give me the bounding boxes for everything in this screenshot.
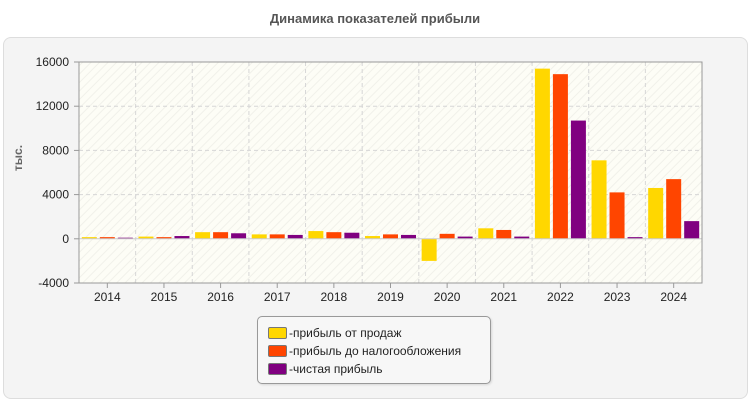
- x-tick-label: 2014: [94, 290, 121, 304]
- x-tick-label: 2019: [377, 290, 404, 304]
- y-tick-label: 16000: [36, 55, 70, 69]
- bar: [496, 229, 512, 239]
- bar: [552, 74, 568, 239]
- bar: [421, 238, 437, 261]
- y-tick-label: 12000: [36, 99, 70, 113]
- legend-dash: -: [289, 362, 293, 376]
- y-tick-label: 4000: [42, 188, 69, 202]
- x-tick-label: 2024: [660, 290, 687, 304]
- bar: [401, 234, 416, 239]
- bar: [457, 236, 473, 239]
- bar: [156, 237, 172, 239]
- bar: [609, 192, 625, 239]
- legend-swatch: [268, 363, 287, 375]
- bar: [213, 232, 229, 239]
- legend-swatch: [268, 345, 287, 357]
- bar: [231, 233, 247, 239]
- legend-label: прибыль до налогообложения: [293, 344, 462, 358]
- bar: [117, 237, 133, 239]
- x-axis: 2014 2015 2016 2017 2018 2019 2020 2021 2022 2023…: [94, 283, 687, 304]
- bar: [627, 237, 643, 239]
- legend-item: - прибыль до налогообложения: [268, 343, 461, 359]
- x-tick-label: 2016: [207, 290, 234, 304]
- bar: [684, 221, 700, 239]
- bar: [648, 187, 664, 239]
- bar: [666, 179, 682, 239]
- x-tick-label: 2015: [151, 290, 178, 304]
- legend-dash: -: [289, 326, 293, 340]
- plot-area-hatch: [79, 62, 702, 283]
- bar: [308, 231, 324, 239]
- bar: [138, 236, 154, 239]
- legend-swatch: [268, 327, 287, 339]
- x-tick-label: 2023: [604, 290, 631, 304]
- legend-label: чистая прибыль: [293, 362, 383, 376]
- bar: [99, 237, 115, 239]
- legend-label: прибыль от продаж: [293, 326, 402, 340]
- legend-item: - чистая прибыль: [268, 361, 382, 377]
- bars: [81, 68, 700, 261]
- bar: [439, 233, 455, 239]
- bar: [251, 234, 267, 239]
- y-axis-label: тыс.: [11, 145, 25, 171]
- bar: [174, 236, 190, 239]
- bar: [478, 228, 494, 239]
- y-tick-label: 8000: [42, 143, 69, 157]
- y-tick-label: -4000: [38, 276, 69, 290]
- x-tick-label: 2021: [490, 290, 517, 304]
- bar: [383, 234, 398, 239]
- legend: - прибыль от продаж - прибыль до налогоо…: [257, 316, 491, 384]
- x-tick-label: 2018: [321, 290, 348, 304]
- x-tick-label: 2020: [434, 290, 461, 304]
- legend-dash: -: [289, 344, 293, 358]
- y-axis: -4000 0 4000 8000 12000 16000: [36, 55, 79, 290]
- chart-title: Динамика показателей прибыли: [269, 11, 481, 26]
- bar: [365, 236, 380, 239]
- bar: [326, 232, 342, 239]
- y-tick-label: 0: [62, 232, 69, 246]
- bar: [570, 120, 586, 239]
- bar: [591, 160, 607, 239]
- bar: [287, 234, 303, 239]
- bar: [81, 237, 97, 239]
- bar: [534, 68, 550, 239]
- x-tick-label: 2022: [547, 290, 574, 304]
- x-tick-label: 2017: [264, 290, 291, 304]
- bar: [514, 236, 530, 239]
- bar: [195, 232, 211, 239]
- bar: [269, 234, 285, 239]
- legend-item: - прибыль от продаж: [268, 325, 402, 341]
- bar: [344, 232, 360, 239]
